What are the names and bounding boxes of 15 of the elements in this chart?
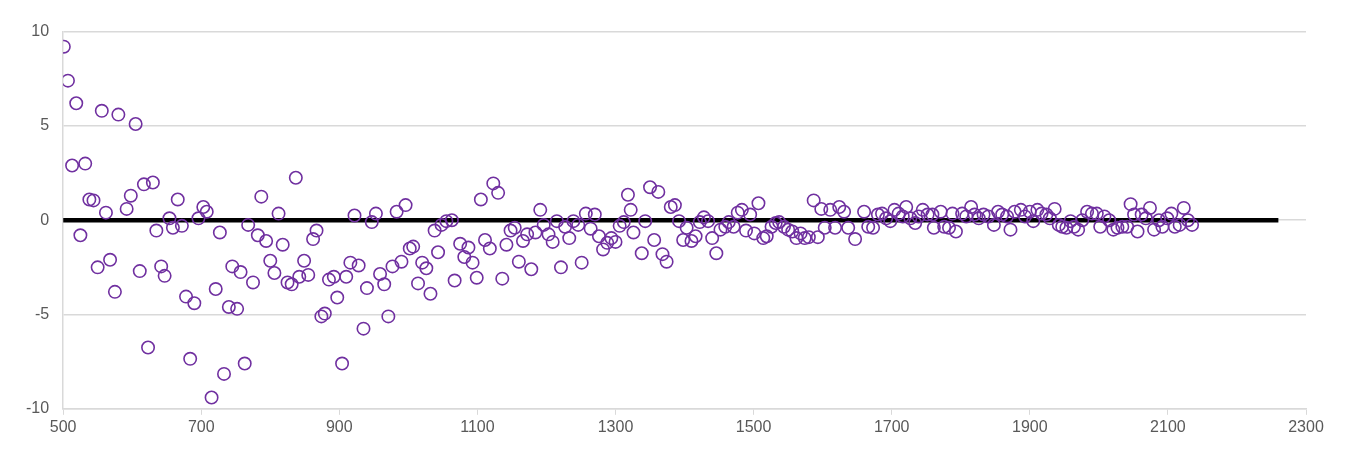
x-tick-label: 1300 (597, 417, 634, 435)
x-tick-label: 900 (325, 417, 353, 435)
y-tick-label: 0 (40, 210, 50, 228)
x-tick-label: 2300 (1288, 417, 1324, 435)
y-tick-label: -10 (26, 399, 50, 417)
x-tick-label: 500 (49, 417, 77, 435)
x-tick-label: 1100 (460, 417, 495, 435)
y-tick-label: 10 (31, 22, 50, 40)
x-tick-label: 1900 (1012, 417, 1048, 435)
x-tick-label: 700 (187, 417, 215, 435)
x-tick-label: 1500 (735, 417, 772, 435)
y-tick-label: 5 (40, 116, 50, 134)
x-tick-label: 1700 (873, 417, 910, 435)
x-tick-label: 2100 (1150, 417, 1186, 435)
y-tick-label: -5 (34, 304, 50, 322)
